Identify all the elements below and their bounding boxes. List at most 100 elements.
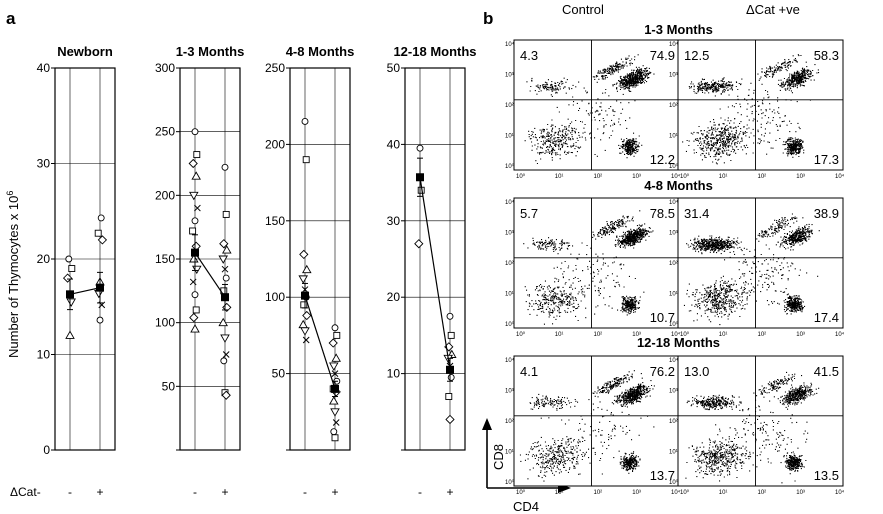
facs-x-tick: 10³ [796,174,805,180]
facs-x-tick: 10⁴ [671,331,681,338]
cell-population [782,137,805,158]
mean-line [419,177,451,370]
y-tick-label: 10 [37,348,51,362]
y-axis-label-text: Number of Thymocytes x 10 [6,196,21,358]
data-point [331,434,339,442]
facs-x-tick: 10⁰ [516,331,526,338]
y-tick-label: 100 [265,290,285,304]
facs-x-tick: 10² [594,490,603,496]
cell-population [519,436,591,482]
data-point [94,229,102,237]
facs-x-tick: 10³ [632,174,641,180]
mean-line [69,287,101,295]
facs-x-tick: 10¹ [719,174,728,180]
quadrant-cd4-sp-bg [645,152,677,167]
data-point [97,235,108,245]
cell-population [523,237,574,255]
cell-population [682,117,759,165]
data-point [298,319,308,329]
panel-title: 4-8 Months [286,44,355,59]
cell-population [614,223,654,249]
cell-population [553,81,640,157]
data-point [333,331,341,339]
facs-x-tick: 10² [758,174,767,180]
data-point [219,239,229,249]
column-header-dcat: ΔCat +ve [746,2,800,17]
y-tick-label: 20 [387,290,401,304]
facs-x-tick: 10¹ [719,490,728,496]
panel-a-label: a [6,9,16,28]
mean-marker [301,291,309,300]
data-point [302,310,312,321]
scatter-panel-3: 50 100 150 200 250 - +4-8 Months [265,44,354,499]
quadrant-double-positive-bg [645,48,677,63]
data-point [191,291,199,299]
y-tick-label: 50 [387,61,401,75]
facs-y-tick: 10⁰ [505,163,515,170]
cell-population [775,223,820,251]
data-point [330,408,340,417]
facs-x-tick: 10¹ [555,332,564,338]
quadrant-double-positive-bg [809,48,841,63]
column-header-control: Control [562,2,604,17]
facs-x-tick: 10² [758,332,767,338]
quadrant-cd4-sp: 12.2 [650,152,675,167]
cell-population [592,54,639,83]
y-tick-label: 30 [387,214,401,228]
facs-y-tick: 10³ [505,231,514,237]
facs-y-tick: 10³ [669,231,678,237]
quadrant-double-positive: 58.3 [814,48,839,63]
cell-population [783,294,806,315]
facs-y-tick: 10⁴ [505,41,515,48]
facs-x-tick: 10¹ [719,332,728,338]
data-point [300,301,308,309]
facs-x-tick: 10³ [796,490,805,496]
facs-x-tick: 10⁴ [835,489,845,496]
quadrant-cd4-sp: 17.4 [814,310,839,325]
data-point [66,298,76,307]
facs-y-tick: 10⁰ [669,479,679,486]
cell-population [592,210,641,240]
quadrant-cd8-sp-bg [682,364,714,379]
quadrant-double-positive-bg [809,364,841,379]
data-point [97,214,105,222]
data-point [416,144,424,152]
facs-x-tick: 10⁰ [680,331,690,338]
y-tick-label: 40 [387,137,401,151]
scatter-panel-4: 10 20 30 40 50 - +12-18 Months [387,44,477,499]
facs-x-tick: 10⁰ [516,173,526,180]
facs-y-tick: 10⁴ [669,357,679,364]
data-point [222,245,232,254]
scatter-panel-2: 50 100 150 200 250 300 - +1-3 Months [155,44,244,499]
quadrant-cd4-sp: 13.7 [650,468,675,483]
data-point [194,204,201,212]
y-tick-label: 0 [43,443,50,457]
facs-x-tick: 10² [758,490,767,496]
facs-x-tick: 10³ [632,332,641,338]
cell-population [685,433,752,482]
data-point [329,362,339,371]
y-tick-label: 200 [155,188,175,202]
quadrant-cd8-sp-bg [682,206,714,221]
facs-y-tick: 10¹ [505,134,514,140]
facs-y-tick: 10⁴ [669,41,679,48]
facs-x-tick: 10⁴ [835,173,845,180]
data-point [299,249,309,260]
cell-population [777,61,820,92]
y-tick-label: 250 [265,61,285,75]
facs-y-tick: 10² [669,419,678,425]
data-point [331,370,339,377]
y-tick-label: 250 [155,125,175,139]
data-point [190,324,200,333]
facs-x-tick: 10² [594,332,603,338]
facs-y-tick: 10¹ [505,292,514,298]
mean-marker [66,290,74,299]
data-point [218,317,228,327]
quadrant-cd4-sp-bg [809,468,841,483]
mean-marker [96,283,104,292]
